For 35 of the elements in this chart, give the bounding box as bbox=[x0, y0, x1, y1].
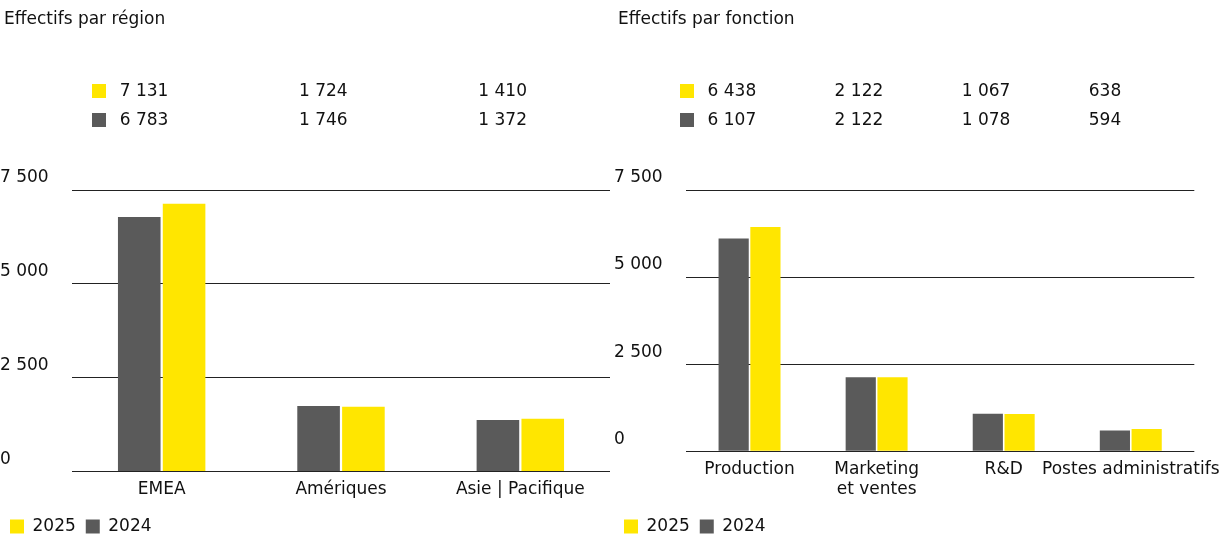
chart-title: Effectifs par région bbox=[4, 8, 166, 28]
data-label: 7 131 bbox=[119, 80, 169, 100]
legend-label: 2025 bbox=[646, 514, 690, 535]
x-tick-label: Marketing et ventes bbox=[834, 457, 919, 499]
legend-label: 2024 bbox=[722, 514, 766, 535]
data-label: 1 724 bbox=[299, 80, 348, 100]
x-tick-label: Amériques bbox=[295, 478, 387, 499]
legend-label: 2025 bbox=[32, 514, 76, 535]
y-tick-label: 2 500 bbox=[614, 340, 663, 361]
y-tick-label: 5 000 bbox=[0, 260, 49, 281]
x-tick-label: R&D bbox=[984, 457, 1023, 478]
data-label: 6 107 bbox=[707, 109, 757, 129]
data-label: 1 372 bbox=[478, 109, 527, 129]
y-tick-label: 2 500 bbox=[0, 354, 49, 375]
x-tick-label: Asie | Pacifique bbox=[455, 478, 585, 499]
x-tick-label: EMEA bbox=[137, 478, 186, 499]
y-tick-label: 5 000 bbox=[614, 253, 663, 274]
y-tick-label: 0 bbox=[0, 448, 11, 469]
data-label: 6 438 bbox=[707, 80, 757, 100]
y-tick-label: 7 500 bbox=[0, 166, 49, 187]
chart-title: Effectifs par fonction bbox=[618, 8, 795, 28]
data-label: 1 078 bbox=[961, 109, 1011, 129]
data-label: 1 410 bbox=[478, 80, 527, 100]
x-tick-label: Postes administratifs bbox=[1042, 457, 1220, 478]
y-tick-label: 7 500 bbox=[614, 166, 663, 187]
data-label: 2 122 bbox=[834, 80, 884, 100]
data-label: 594 bbox=[1088, 109, 1122, 129]
data-label: 1 746 bbox=[299, 109, 348, 129]
data-label: 6 783 bbox=[119, 109, 169, 129]
data-label: 2 122 bbox=[834, 109, 884, 129]
legend-label: 2024 bbox=[108, 514, 152, 535]
data-label: 638 bbox=[1088, 80, 1122, 100]
y-tick-label: 0 bbox=[614, 427, 625, 448]
x-tick-label: Production bbox=[704, 457, 795, 478]
data-label: 1 067 bbox=[961, 80, 1011, 100]
